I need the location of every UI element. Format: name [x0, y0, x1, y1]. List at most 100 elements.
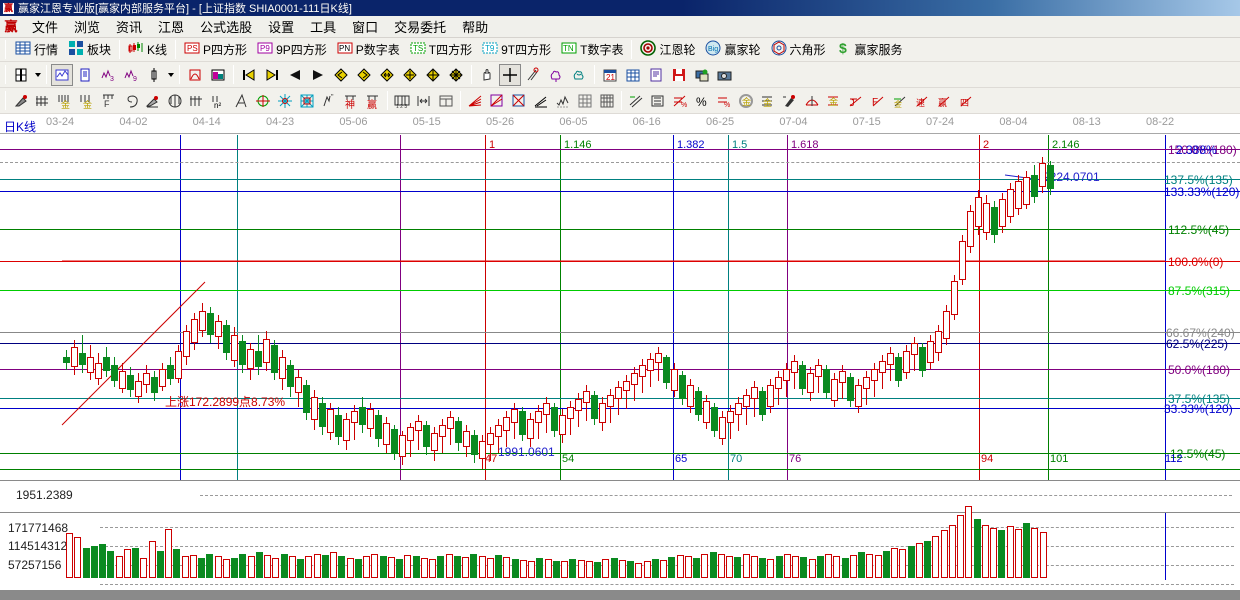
last-page-icon[interactable]	[261, 64, 283, 86]
menu-item-9[interactable]: 帮助	[462, 20, 489, 35]
trend-line-icon[interactable]	[530, 90, 552, 112]
clipboard-icon[interactable]	[74, 64, 96, 86]
scissors-icon[interactable]	[522, 64, 544, 86]
gold-slope-icon[interactable]: 金	[889, 90, 911, 112]
gold-bar-icon[interactable]: 金	[823, 90, 845, 112]
indicator-3-icon[interactable]: 3	[97, 64, 119, 86]
ying2-icon[interactable]: 赢	[933, 90, 955, 112]
zoom-out-icon[interactable]	[445, 64, 467, 86]
calendar-21-icon[interactable]: 21	[599, 64, 621, 86]
toolbar-button-t9-square[interactable]: T9 9T四方形	[477, 39, 556, 60]
crosshair-icon[interactable]	[499, 63, 521, 86]
tree-icon[interactable]	[545, 64, 567, 86]
pen-draw-icon[interactable]	[10, 90, 32, 112]
toolbar-button-winner-wheel[interactable]: Big 赢家轮	[700, 39, 765, 60]
toolbar-button-grid-quote[interactable]: 行情	[10, 39, 63, 60]
toolbar-button-sector-blocks[interactable]: 板块	[63, 39, 116, 60]
toolbar-button-pn-number-table[interactable]: PN P数字表	[332, 39, 405, 60]
percent-icon[interactable]: %	[691, 90, 713, 112]
grid-gray-icon[interactable]	[574, 90, 596, 112]
print-preview-icon[interactable]	[691, 64, 713, 86]
box-target-icon[interactable]	[296, 90, 318, 112]
hand-pan-icon[interactable]	[476, 64, 498, 86]
percent-red-icon[interactable]: %	[713, 90, 735, 112]
toolbar-button-tn-number-table[interactable]: TN T数字表	[556, 39, 628, 60]
bar-dropdown-caret-icon[interactable]	[166, 65, 175, 85]
pen-grid-icon[interactable]	[142, 90, 164, 112]
toolbar-button-candlestick[interactable]: K线	[123, 39, 172, 60]
circle-grid-icon[interactable]	[164, 90, 186, 112]
speed-icon[interactable]: 速	[911, 90, 933, 112]
parallel-icon[interactable]	[625, 90, 647, 112]
wave-mark-icon[interactable]: "	[318, 90, 340, 112]
number-strip-icon[interactable]: 1 2 3	[391, 90, 413, 112]
four-icon[interactable]: 四	[955, 90, 977, 112]
n-square-icon[interactable]: n²	[208, 90, 230, 112]
brain-icon[interactable]	[568, 64, 590, 86]
toolbar-button-ps-square[interactable]: PS P四方形	[179, 39, 252, 60]
chart-area[interactable]: 日K线 03-24 04-02 04-14 04-23 05-06 05-15 05-26 0…	[0, 114, 1240, 600]
overlay-icon[interactable]	[184, 64, 206, 86]
period-dropdown-caret-icon[interactable]	[33, 65, 42, 85]
spiral-icon[interactable]	[120, 90, 142, 112]
toolbar-button-p9-square[interactable]: P9 9P四方形	[252, 39, 332, 60]
f-slope-icon[interactable]: F	[867, 90, 889, 112]
next-icon[interactable]	[307, 64, 329, 86]
percent-fib-icon[interactable]: %	[669, 90, 691, 112]
gold-level-icon[interactable]: 金	[757, 90, 779, 112]
calendar-period-icon[interactable]	[10, 64, 32, 86]
grid-dense-icon[interactable]	[596, 90, 618, 112]
prev-icon[interactable]	[284, 64, 306, 86]
zoom-expand-icon[interactable]	[399, 64, 421, 86]
scroll-left-icon[interactable]	[330, 64, 352, 86]
star-target-icon[interactable]	[274, 90, 296, 112]
gold-grid-2-icon[interactable]: 金	[76, 90, 98, 112]
fan-lines-icon[interactable]	[32, 90, 54, 112]
red-fan-icon[interactable]	[464, 90, 486, 112]
menu-item-7[interactable]: 窗口	[352, 20, 379, 35]
volume-pane[interactable]: 171771468 114514312 57257156	[0, 506, 1240, 590]
indicator-9-icon[interactable]: 9	[120, 64, 142, 86]
diag-box-icon[interactable]	[508, 90, 530, 112]
table-icon[interactable]	[622, 64, 644, 86]
scroll-right-icon[interactable]	[353, 64, 375, 86]
menu-item-2[interactable]: 资讯	[116, 20, 143, 35]
menu-item-0[interactable]: 文件	[32, 20, 59, 35]
f-grid-icon[interactable]: F	[98, 90, 120, 112]
toolbar-button-dollar-service[interactable]: $ 赢家服务	[831, 39, 908, 60]
measure-icon[interactable]	[413, 90, 435, 112]
menu-item-5[interactable]: 设置	[268, 20, 295, 35]
ink-pen-icon[interactable]	[779, 90, 801, 112]
gold-circle-icon[interactable]: 金	[735, 90, 757, 112]
menu-item-8[interactable]: 交易委托	[394, 20, 447, 35]
purple-box-icon[interactable]	[486, 90, 508, 112]
toolbar-button-hexagon[interactable]: 六角形	[766, 39, 831, 60]
multi-chart-icon[interactable]	[51, 63, 73, 86]
toolbar-button-ts-square[interactable]: TS T四方形	[405, 39, 477, 60]
gold-grid-1-icon[interactable]: 金	[54, 90, 76, 112]
zoom-horizontal-icon[interactable]	[376, 64, 398, 86]
camera-icon[interactable]	[714, 64, 736, 86]
color-chart-icon[interactable]	[207, 64, 229, 86]
save-icon[interactable]	[668, 64, 690, 86]
j-slope-icon[interactable]: J	[845, 90, 867, 112]
bars-icon[interactable]	[647, 90, 669, 112]
shen-icon[interactable]: 神	[340, 90, 362, 112]
toolbar-button-gann-wheel[interactable]: 江恩轮	[635, 39, 700, 60]
menu-item-6[interactable]: 工具	[310, 20, 337, 35]
zigzag-icon[interactable]	[552, 90, 574, 112]
ying-icon[interactable]: 赢	[362, 90, 384, 112]
menu-item-3[interactable]: 江恩	[158, 20, 185, 35]
zoom-in-icon[interactable]	[422, 64, 444, 86]
price-plot[interactable]: 150.0%(180) 2.388% 137.5%(135) 133.33%(120)…	[0, 135, 1240, 480]
first-page-icon[interactable]	[238, 64, 260, 86]
target-circle-icon[interactable]	[252, 90, 274, 112]
vertical-bar-icon[interactable]	[143, 64, 165, 86]
arc-fib-icon[interactable]	[801, 90, 823, 112]
report-icon[interactable]	[645, 64, 667, 86]
angle-icon[interactable]	[230, 90, 252, 112]
rect-frame-icon[interactable]	[435, 90, 457, 112]
menu-item-1[interactable]: 浏览	[74, 20, 101, 35]
menu-item-4[interactable]: 公式选股	[200, 20, 253, 35]
ladder-icon[interactable]	[186, 90, 208, 112]
